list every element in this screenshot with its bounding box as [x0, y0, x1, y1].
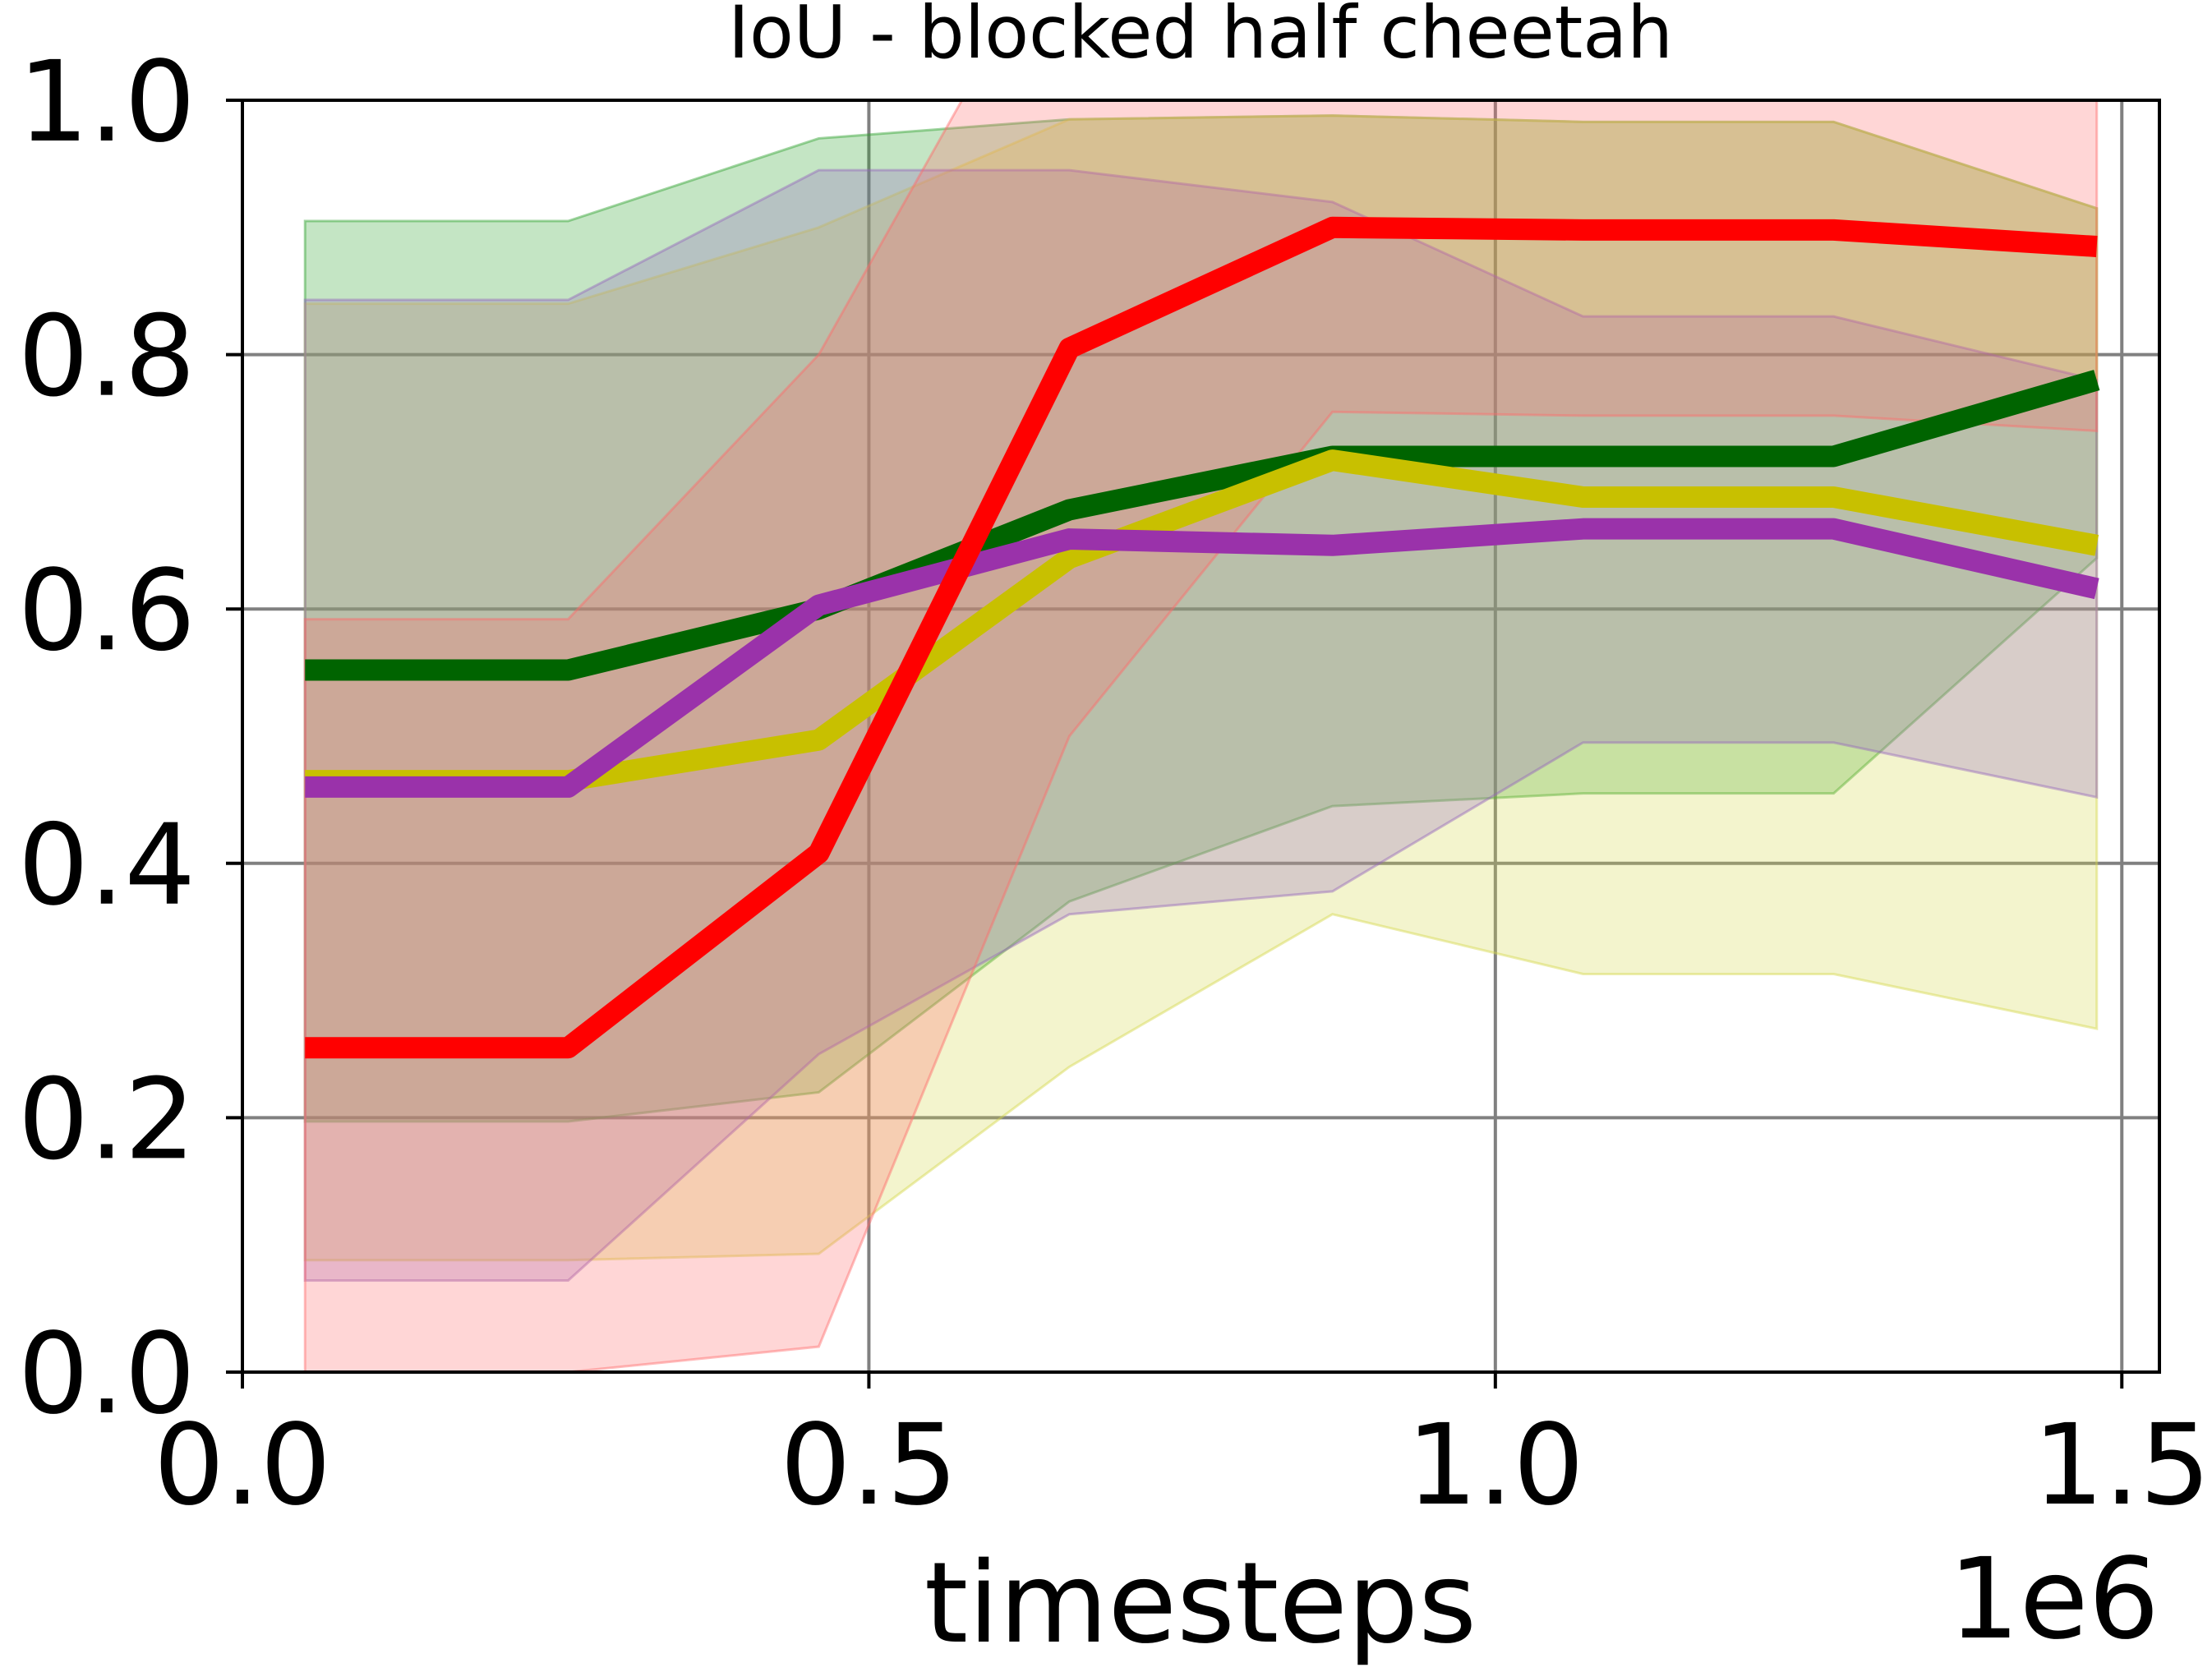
x-offset-label: 1e6	[1948, 1535, 2159, 1665]
axis-ticks: 0.0 0.5 1.0 1.5 0.0 0.2 0.4 0.6 0.8 1.0	[18, 38, 2211, 1531]
confidence-band-0	[303, 114, 2099, 1123]
x-tick-label: 0.5	[780, 1401, 957, 1531]
x-axis-title: timesteps	[924, 1539, 1477, 1669]
y-tick-label: 1.0	[18, 38, 196, 168]
confidence-band-3	[303, 100, 2099, 1372]
y-tick-label: 0.6	[18, 546, 196, 676]
series-line-3	[305, 216, 2098, 1059]
series-line-1	[305, 449, 2099, 792]
x-tick-label: 1.5	[2033, 1401, 2210, 1531]
series-line-2	[305, 518, 2099, 798]
series-lines	[305, 216, 2100, 1059]
plot-frame	[241, 99, 2161, 1374]
grid-lines	[242, 100, 2159, 1372]
y-tick-label: 0.8	[18, 292, 196, 422]
confidence-band-1	[303, 114, 2099, 1262]
series-line-0	[305, 370, 2100, 681]
y-tick-label: 0.0	[18, 1310, 196, 1439]
x-tick-label: 1.0	[1407, 1401, 1584, 1531]
confidence-bands	[303, 100, 2099, 1372]
y-tick-label: 0.4	[18, 801, 196, 931]
chart-title: IoU - blocked half cheetah	[728, 0, 1673, 75]
y-tick-label: 0.2	[18, 1055, 196, 1185]
x-tick-label: 0.0	[154, 1401, 331, 1531]
